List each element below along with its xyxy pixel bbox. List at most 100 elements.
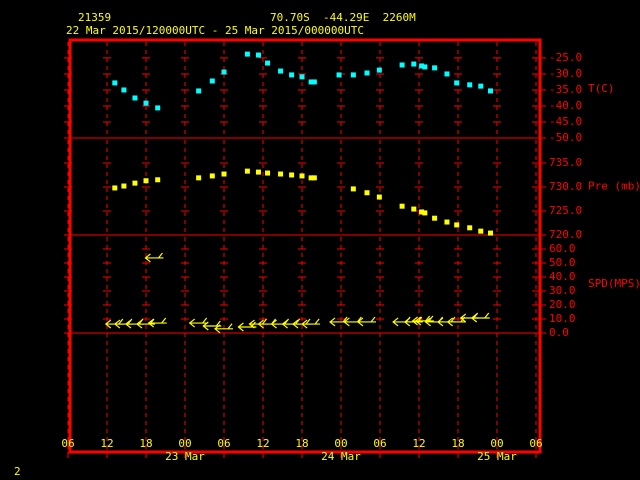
x-tick-label: 18: [295, 437, 308, 450]
wind-barb: [357, 316, 376, 327]
wind-barb: [301, 318, 321, 329]
data-point: [299, 74, 305, 80]
y-tick-label: 20.0: [549, 298, 576, 311]
data-point: [132, 95, 138, 101]
station-id: 21359: [78, 11, 111, 24]
y-axis-label: T(C): [588, 82, 615, 95]
data-point: [422, 210, 428, 216]
data-point: [454, 80, 460, 86]
x-date-label: 25 Mar: [477, 450, 517, 463]
x-tick-label: 00: [334, 437, 347, 450]
data-point: [454, 222, 460, 228]
y-axis-label: Pre (mb): [588, 180, 640, 193]
y-tick-label: 40.0: [549, 270, 576, 283]
data-point: [488, 88, 493, 94]
data-point: [289, 72, 295, 78]
data-point: [112, 185, 118, 191]
data-point: [155, 177, 161, 183]
data-point: [143, 178, 149, 184]
data-point: [265, 170, 271, 176]
data-point: [221, 69, 227, 75]
data-point: [419, 63, 425, 69]
data-point: [478, 83, 484, 89]
data-point: [278, 171, 284, 177]
data-point: [311, 79, 317, 85]
data-point: [350, 186, 356, 192]
data-point: [265, 60, 271, 66]
data-point: [376, 194, 382, 200]
data-point: [255, 52, 261, 58]
wind-barb: [188, 317, 208, 328]
data-point: [422, 64, 428, 70]
x-tick-label: 06: [217, 437, 230, 450]
wind-barb: [470, 312, 490, 323]
plot-frame: [68, 38, 542, 454]
period: 22 Mar 2015/120000UTC - 25 Mar 2015/0000…: [66, 24, 364, 37]
data-point: [364, 70, 370, 76]
y-tick-label: 10.0: [549, 312, 576, 325]
x-tick-label: 06: [61, 437, 74, 450]
data-point: [467, 82, 473, 88]
data-point: [419, 209, 425, 215]
x-tick-label: 12: [256, 437, 269, 450]
data-point: [299, 173, 305, 179]
y-tick-label: 50.0: [549, 256, 576, 269]
y-tick-label: 720.0: [549, 228, 582, 241]
data-point: [155, 105, 161, 111]
y-tick-label: -40.0: [549, 99, 582, 112]
x-tick-label: 18: [139, 437, 152, 450]
data-point: [196, 88, 202, 94]
station-position: 70.70S -44.29E 2260M: [270, 11, 416, 24]
data-point: [411, 61, 417, 67]
data-point: [121, 183, 127, 189]
y-tick-label: 735.0: [549, 156, 582, 169]
data-point: [399, 62, 405, 68]
data-point: [444, 219, 450, 225]
y-tick-label: -35.0: [549, 83, 582, 96]
data-point: [209, 78, 215, 84]
wind-barb: [144, 252, 164, 263]
data-point: [432, 215, 438, 221]
wind-barb: [147, 317, 167, 328]
data-point: [244, 168, 250, 174]
data-point: [364, 190, 370, 196]
data-point: [411, 206, 417, 212]
data-point: [376, 67, 382, 73]
y-tick-label: 0.0: [549, 326, 569, 339]
y-tick-label: 60.0: [549, 242, 576, 255]
x-date-label: 24 Mar: [321, 450, 361, 463]
y-tick-label: -30.0: [549, 67, 582, 80]
data-point: [121, 87, 127, 93]
x-tick-label: 06: [373, 437, 386, 450]
data-point: [488, 230, 493, 236]
data-point: [112, 80, 118, 86]
data-point: [478, 228, 484, 234]
x-tick-label: 12: [100, 437, 113, 450]
y-tick-label: 30.0: [549, 284, 576, 297]
data-point: [143, 100, 149, 106]
data-point: [221, 171, 227, 177]
data-point: [196, 175, 202, 181]
data-point: [399, 203, 405, 209]
x-tick-label: 18: [451, 437, 464, 450]
x-tick-label: 06: [529, 437, 542, 450]
data-point: [444, 71, 450, 77]
x-date-label: 23 Mar: [165, 450, 205, 463]
data-point: [308, 175, 314, 181]
data-point: [209, 173, 215, 179]
data-point: [255, 169, 261, 175]
data-point: [278, 68, 284, 74]
data-point: [244, 51, 250, 57]
page-number: 2: [14, 465, 21, 478]
data-point: [467, 225, 473, 231]
y-tick-label: 725.0: [549, 204, 582, 217]
y-tick-label: -45.0: [549, 115, 582, 128]
x-tick-label: 12: [412, 437, 425, 450]
data-point: [432, 65, 438, 71]
y-tick-label: 730.0: [549, 180, 582, 193]
x-tick-label: 00: [490, 437, 503, 450]
data-point: [336, 72, 342, 78]
wind-barb: [237, 321, 257, 332]
data-point: [311, 175, 317, 181]
